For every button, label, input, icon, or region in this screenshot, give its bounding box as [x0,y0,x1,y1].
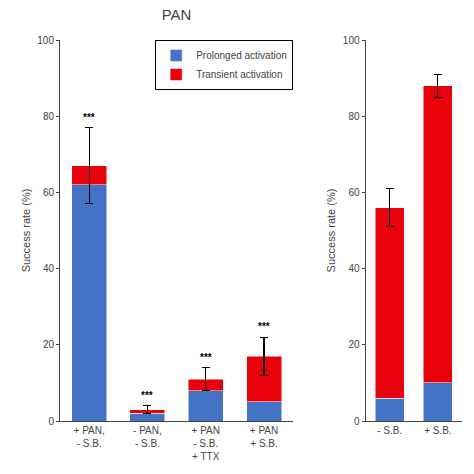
svg-text:0: 0 [48,416,54,427]
svg-text:100: 100 [37,35,54,46]
svg-text:***: *** [141,390,153,401]
svg-text:0: 0 [354,416,360,427]
svg-text:60: 60 [43,187,55,198]
svg-text:***: *** [83,112,95,123]
svg-text:Prolonged activation: Prolonged activation [196,50,287,61]
svg-text:80: 80 [43,111,55,122]
svg-text:Transient activation: Transient activation [196,69,282,80]
svg-text:80: 80 [348,111,360,122]
svg-text:20: 20 [43,339,55,350]
svg-text:- S.B.: - S.B. [377,425,402,436]
svg-text:PAN: PAN [162,6,192,23]
svg-text:+ PAN- S.B.+ TTX: + PAN- S.B.+ TTX [192,425,220,462]
svg-text:+ PAN,- S.B.: + PAN,- S.B. [74,425,105,449]
svg-text:60: 60 [348,187,360,198]
svg-text:20: 20 [348,339,360,350]
svg-text:***: *** [200,352,212,363]
svg-text:40: 40 [348,263,360,274]
svg-text:+ S.B.: + S.B. [424,425,452,436]
svg-text:40: 40 [43,263,55,274]
svg-text:- PAN,- S.B.: - PAN,- S.B. [133,425,162,449]
svg-text:Success rate (%): Success rate (%) [20,189,32,273]
svg-text:100: 100 [343,35,360,46]
svg-text:+ PAN+ S.B.: + PAN+ S.B. [250,425,278,449]
svg-text:***: *** [258,321,270,332]
svg-text:Success rate (%): Success rate (%) [325,189,337,273]
